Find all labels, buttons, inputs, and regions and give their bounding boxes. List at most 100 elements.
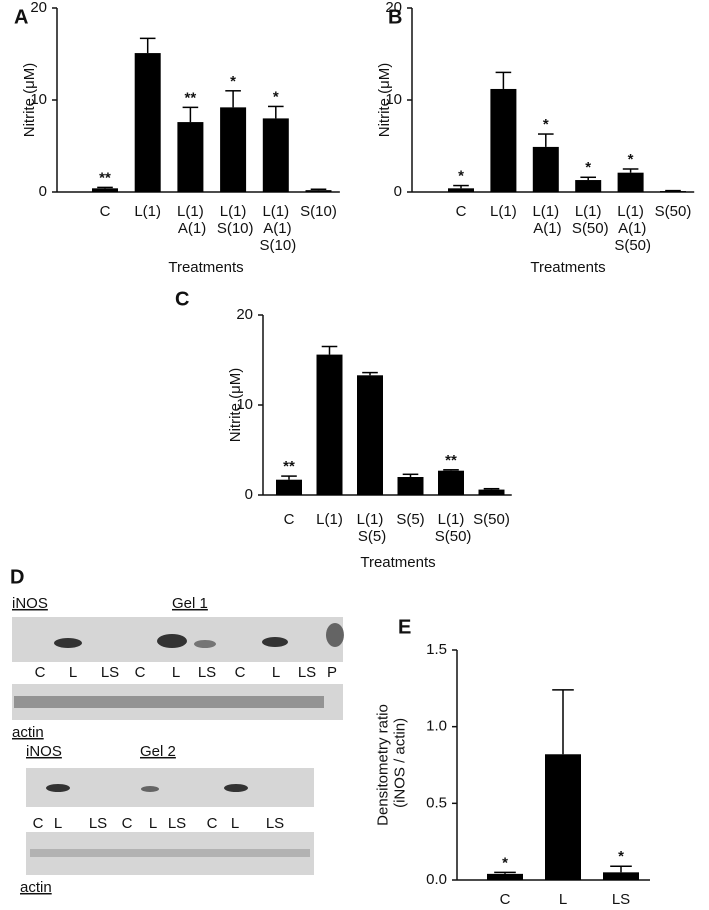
x-tick-label: C bbox=[456, 203, 467, 220]
lane-label: L bbox=[149, 815, 157, 832]
lane-label: P bbox=[327, 664, 337, 681]
lane-label: C bbox=[122, 815, 133, 832]
y-axis-label: Nitrite (μM) bbox=[376, 63, 393, 137]
y-tick-label: 1.0 bbox=[426, 718, 447, 735]
x-tick-label: L bbox=[559, 891, 567, 908]
bar bbox=[92, 188, 118, 192]
blot-protein: iNOS bbox=[12, 595, 48, 612]
y-axis-label: Densitometry ratio (iNOS / actin) bbox=[374, 704, 408, 826]
panel-letter: A bbox=[14, 6, 28, 28]
bar bbox=[660, 191, 686, 193]
significance-label: * bbox=[458, 168, 464, 185]
bar bbox=[487, 873, 523, 880]
bar bbox=[357, 375, 383, 495]
lane-label: C bbox=[235, 664, 246, 681]
panel-letter: B bbox=[388, 6, 402, 28]
significance-label: * bbox=[543, 116, 549, 133]
band bbox=[224, 784, 248, 792]
y-tick-label: 0 bbox=[394, 183, 402, 200]
y-tick-label: 10 bbox=[236, 396, 253, 413]
x-tick-label: S(50) bbox=[655, 203, 692, 220]
chart: C 0 10 20 Nitrite (μM) Treatments ** C L(1) L(1) … bbox=[175, 288, 512, 571]
x-tick-label: C bbox=[100, 203, 111, 220]
y-tick-label: 20 bbox=[30, 0, 47, 16]
x-tick-label: L(1) S(10) bbox=[213, 203, 254, 237]
bar bbox=[177, 122, 204, 192]
y-tick-label: 0 bbox=[39, 183, 47, 200]
bar bbox=[575, 180, 602, 192]
lane-label: C bbox=[135, 664, 146, 681]
bar bbox=[532, 146, 559, 192]
y-tick-label: 10 bbox=[30, 91, 47, 108]
y-tick-label: 1.5 bbox=[426, 641, 447, 658]
lane-label: L bbox=[54, 815, 62, 832]
lane-label: L bbox=[272, 664, 280, 681]
panel-letter: E bbox=[398, 616, 411, 638]
x-axis-label: Treatments bbox=[530, 259, 605, 276]
x-axis-label: Treatments bbox=[168, 259, 243, 276]
x-tick-label: L(1) S(5) bbox=[354, 511, 387, 545]
band bbox=[262, 637, 288, 647]
blot-control: actin bbox=[20, 879, 52, 896]
blot-control: actin bbox=[12, 724, 44, 741]
gel-name: Gel 1 bbox=[172, 595, 208, 612]
significance-label: ** bbox=[445, 452, 457, 469]
band bbox=[157, 634, 187, 648]
lane-label: C bbox=[207, 815, 218, 832]
significance-label: * bbox=[273, 88, 279, 105]
x-tick-label: L(1) bbox=[134, 203, 161, 220]
y-tick-label: 10 bbox=[385, 91, 402, 108]
x-tick-label: L(1) A(1) S(10) bbox=[255, 203, 296, 254]
x-tick-label: C bbox=[500, 891, 511, 908]
significance-label: * bbox=[585, 159, 591, 176]
band bbox=[326, 623, 344, 647]
x-tick-label: S(50) bbox=[473, 511, 510, 528]
bar bbox=[603, 872, 639, 880]
lane-label: LS bbox=[198, 664, 216, 681]
y-axis-label: Nitrite (μM) bbox=[227, 368, 244, 442]
bar bbox=[316, 354, 343, 495]
significance-label: * bbox=[618, 848, 624, 865]
x-tick-label: L(1) S(50) bbox=[431, 511, 472, 545]
significance-label: ** bbox=[99, 169, 111, 186]
significance-label: * bbox=[628, 151, 634, 168]
lane-label: LS bbox=[101, 664, 119, 681]
x-tick-label: L(1) S(50) bbox=[568, 203, 609, 237]
significance-label: * bbox=[230, 73, 236, 90]
chart: B 0 10 20 Nitrite (μM) Treatments * C L(1) * L(1) … bbox=[376, 0, 695, 276]
band bbox=[46, 784, 70, 792]
y-tick-label: 20 bbox=[385, 0, 402, 16]
lane-label: LS bbox=[168, 815, 186, 832]
band bbox=[141, 786, 159, 792]
gel-name: Gel 2 bbox=[140, 743, 176, 760]
lane-label: L bbox=[69, 664, 77, 681]
x-tick-label: S(5) bbox=[396, 511, 424, 528]
significance-label: * bbox=[502, 854, 508, 871]
y-tick-label: 20 bbox=[236, 306, 253, 323]
bar bbox=[478, 489, 505, 495]
bar bbox=[276, 479, 302, 495]
bar bbox=[262, 118, 289, 192]
bar bbox=[305, 190, 332, 192]
blot-panel: D iNOS Gel 1 actin iNOS Gel 2 actin bbox=[10, 566, 344, 896]
y-tick-label: 0 bbox=[245, 486, 253, 503]
blot-protein: iNOS bbox=[26, 743, 62, 760]
x-tick-label: L(1) bbox=[316, 511, 343, 528]
y-axis-label: Nitrite (μM) bbox=[21, 63, 38, 137]
lane-label: LS bbox=[298, 664, 316, 681]
lane-label: L bbox=[172, 664, 180, 681]
significance-label: ** bbox=[283, 458, 295, 475]
x-tick-label: L(1) bbox=[490, 203, 517, 220]
x-tick-label: L(1) A(1) bbox=[530, 203, 562, 237]
lane-label: LS bbox=[89, 815, 107, 832]
x-tick-label: LS bbox=[612, 891, 630, 908]
significance-label: ** bbox=[185, 89, 197, 106]
lane-label: C bbox=[35, 664, 46, 681]
band bbox=[194, 640, 216, 648]
y-tick-label: 0.5 bbox=[426, 794, 447, 811]
blot-image bbox=[26, 768, 314, 807]
lane-label: LS bbox=[266, 815, 284, 832]
bar bbox=[545, 754, 581, 880]
